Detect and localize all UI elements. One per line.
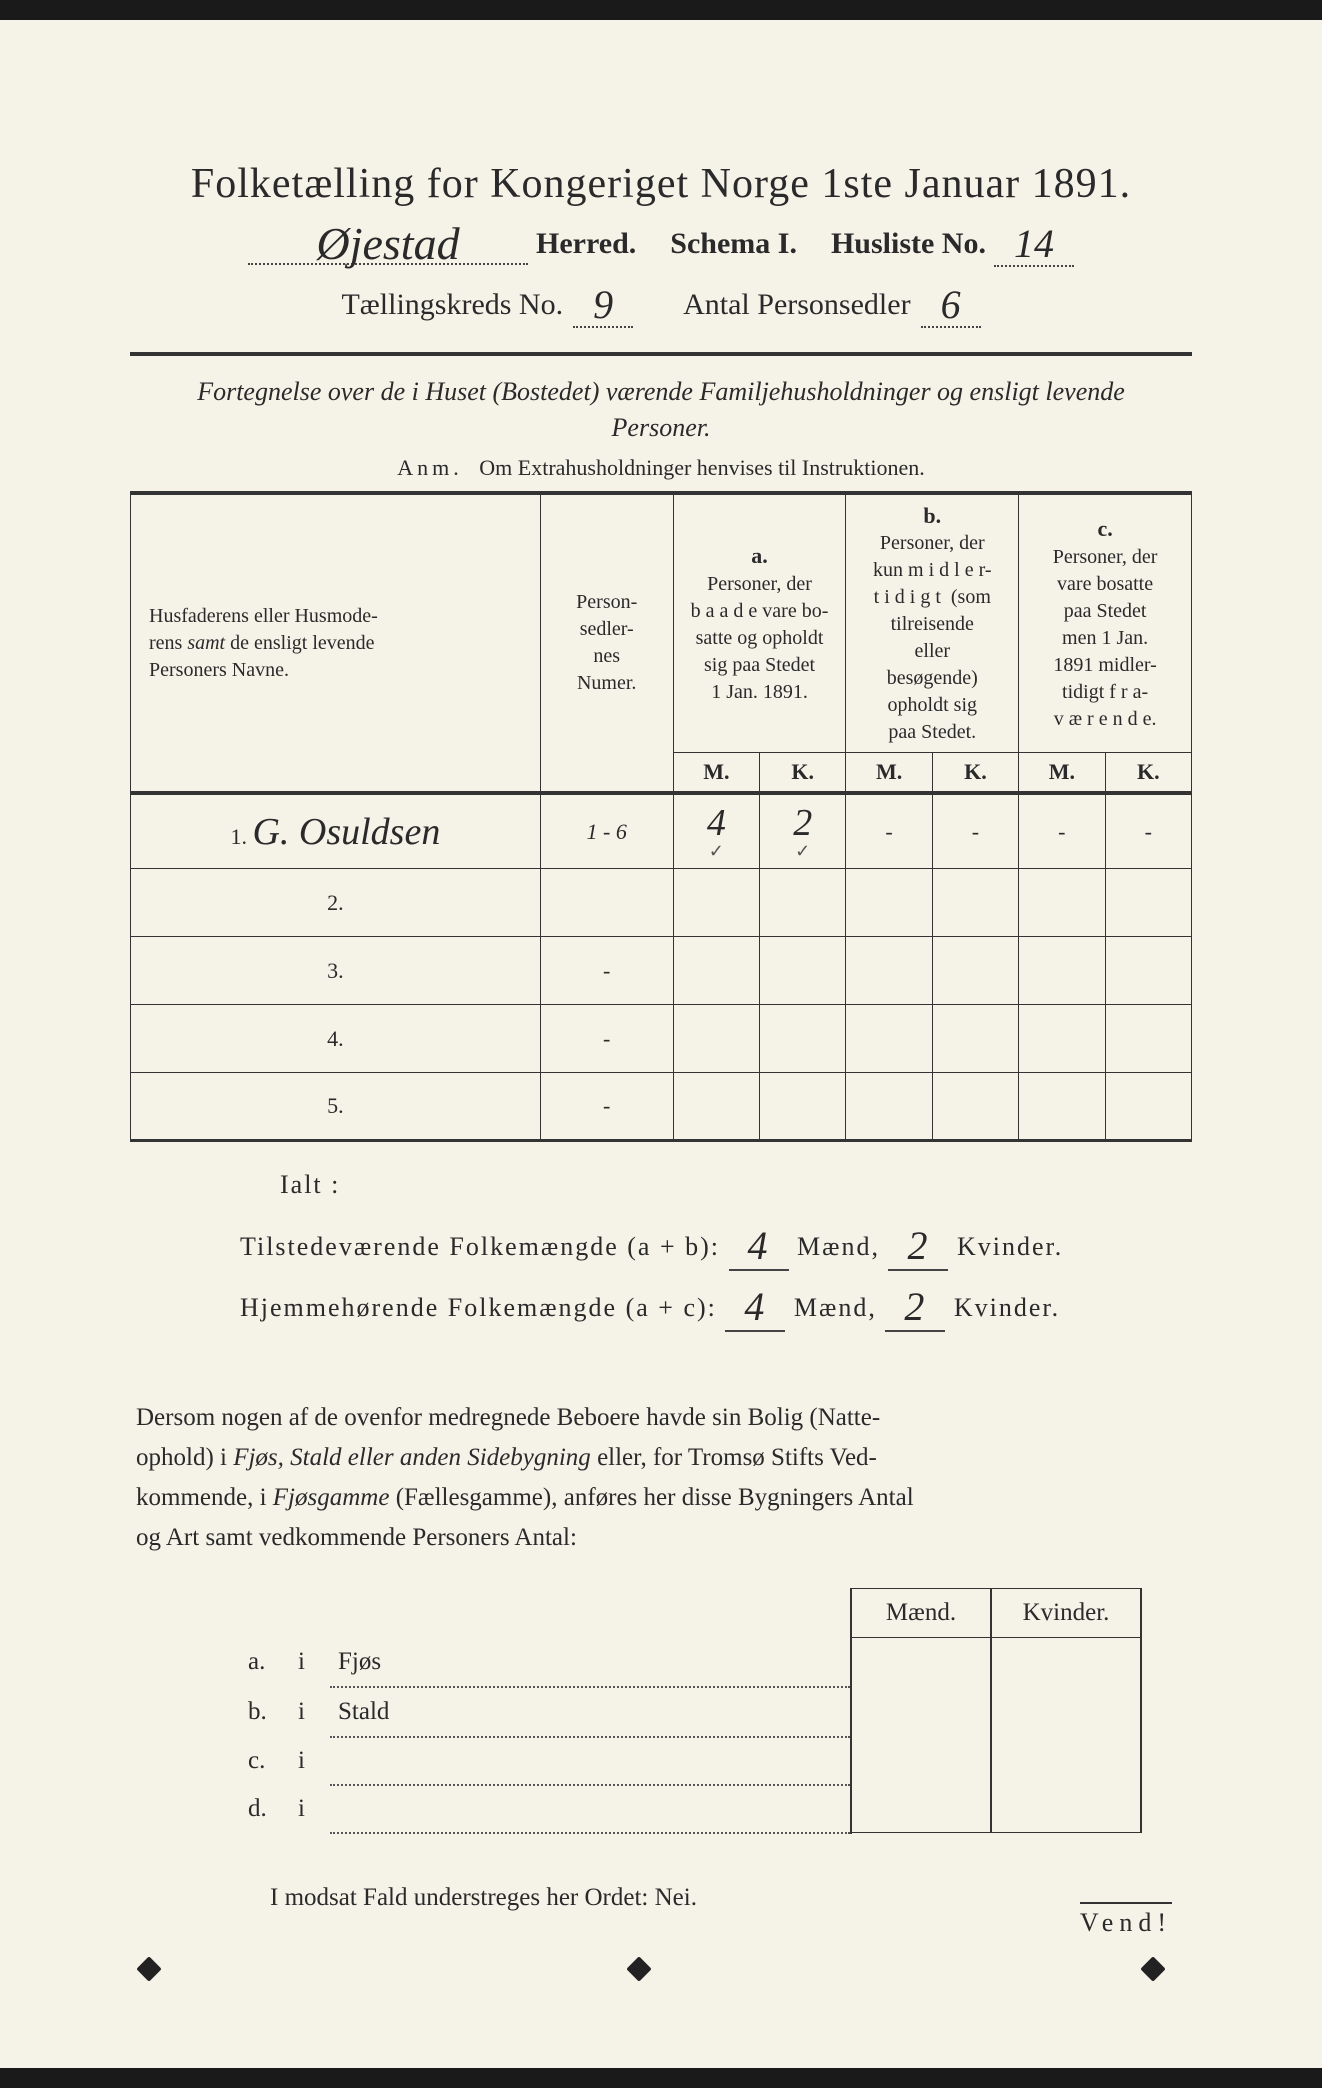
col-c-header: c. Personer, dervare bosattepaa Stedetme… bbox=[1019, 493, 1192, 753]
anm-text: Om Extrahusholdninger henvises til Instr… bbox=[479, 455, 924, 480]
explanatory-paragraph: Dersom nogen af de ovenfor medregnede Be… bbox=[136, 1398, 1186, 1558]
col-b-k: K. bbox=[932, 753, 1018, 794]
main-table: Husfaderens eller Husmode-rens samt de e… bbox=[130, 491, 1192, 1143]
side-row: d. i bbox=[240, 1785, 1141, 1833]
schema-label: Schema I. bbox=[670, 227, 797, 261]
table-row: 5. - bbox=[131, 1073, 1192, 1141]
herred-line: Øjestad Herred. Schema I. Husliste No. 1… bbox=[130, 216, 1192, 267]
pin-icon bbox=[136, 1956, 161, 1981]
personsedler-label: Antal Personsedler bbox=[683, 288, 910, 322]
vend-label: Vend! bbox=[1080, 1902, 1172, 1938]
herred-name: Øjestad bbox=[316, 230, 459, 258]
side-row: b. i Stald bbox=[240, 1687, 1141, 1737]
anm-prefix: Anm. bbox=[397, 455, 463, 480]
kreds-line: Tællingskreds No. 9 Antal Personsedler 6 bbox=[130, 277, 1192, 356]
husliste-label: Husliste No. bbox=[831, 227, 986, 261]
col-b-m: M. bbox=[846, 753, 932, 794]
side-row: a. i Fjøs bbox=[240, 1638, 1141, 1687]
page-title: Folketælling for Kongeriget Norge 1ste J… bbox=[130, 160, 1192, 208]
sum-row-ab: Tilstedeværende Folkemængde (a + b): 4 M… bbox=[240, 1218, 1192, 1267]
row-name: 1. G. Osuldsen bbox=[131, 793, 541, 869]
table-row: 2. bbox=[131, 869, 1192, 937]
kreds-label: Tællingskreds No. bbox=[341, 288, 563, 322]
col-c-m: M. bbox=[1019, 753, 1105, 794]
col-c-k: K. bbox=[1105, 753, 1191, 794]
col-name-header: Husfaderens eller Husmode-rens samt de e… bbox=[131, 493, 541, 794]
col-num-header: Person-sedler-nesNumer. bbox=[540, 493, 673, 794]
modsat-text: I modsat Fald understreges her Ordet: Ne… bbox=[270, 1884, 1192, 1912]
side-row: c. i bbox=[240, 1737, 1141, 1785]
table-row: 1. G. Osuldsen 1 - 6 4✓ 2✓ - - - - bbox=[131, 793, 1192, 869]
col-a-k: K. bbox=[760, 753, 846, 794]
personsedler-no: 6 bbox=[941, 282, 961, 327]
pin-icon bbox=[626, 1956, 651, 1981]
table-row: 3. - bbox=[131, 937, 1192, 1005]
col-a-m: M. bbox=[673, 753, 759, 794]
col-a-header: a. Personer, derb a a d e vare bo-satte … bbox=[673, 493, 846, 753]
side-hdr-m: Mænd. bbox=[851, 1589, 991, 1638]
sum-row-ac: Hjemmehørende Folkemængde (a + c): 4 Mæn… bbox=[240, 1279, 1192, 1328]
col-b-header: b. Personer, derkun m i d l e r-t i d i … bbox=[846, 493, 1019, 753]
kreds-no: 9 bbox=[593, 282, 613, 327]
side-hdr-k: Kvinder. bbox=[991, 1589, 1141, 1638]
side-table: Mænd. Kvinder. a. i Fjøs b. i Stald c. i bbox=[240, 1588, 1142, 1834]
document-page: Folketælling for Kongeriget Norge 1ste J… bbox=[0, 20, 1322, 2068]
ialt-label: Ialt : bbox=[280, 1170, 1192, 1200]
pin-icon bbox=[1140, 1956, 1165, 1981]
anm-line: Anm. Om Extrahusholdninger henvises til … bbox=[130, 455, 1192, 481]
husliste-no: 14 bbox=[1014, 221, 1054, 266]
fortegnelse-text: Fortegnelse over de i Huset (Bostedet) v… bbox=[190, 374, 1132, 447]
table-row: 4. - bbox=[131, 1005, 1192, 1073]
herred-label: Herred. bbox=[536, 227, 636, 261]
